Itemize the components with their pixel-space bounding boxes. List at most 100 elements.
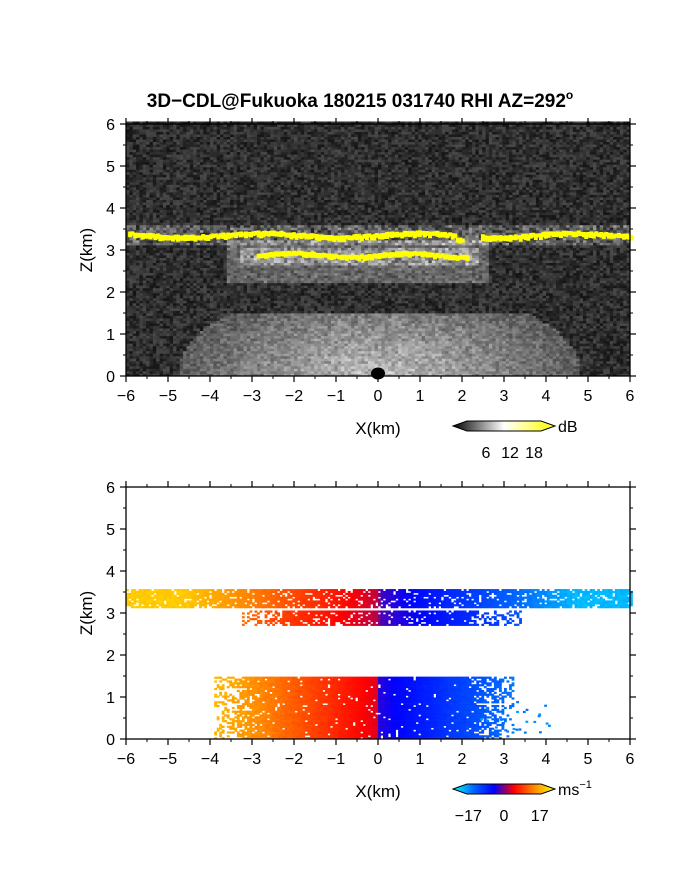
- reflectivity-cell: [283, 149, 288, 153]
- reflectivity-cell: [277, 355, 281, 359]
- reflectivity-cell: [216, 151, 221, 155]
- reflectivity-cell: [156, 209, 160, 213]
- reflectivity-cell: [146, 370, 150, 374]
- reflectivity-cell: [162, 338, 167, 342]
- reflectivity-cell: [230, 318, 234, 321]
- reflectivity-cell: [253, 204, 258, 208]
- reflectivity-cell: [206, 204, 211, 208]
- reflectivity-cell: [193, 335, 197, 339]
- reflectivity-cell: [169, 255, 174, 258]
- reflectivity-cell: [263, 348, 268, 352]
- reflectivity-cell: [287, 192, 292, 195]
- reflectivity-cell: [280, 224, 285, 228]
- reflectivity-cell: [253, 184, 258, 188]
- reflectivity-cell: [233, 166, 238, 170]
- reflectivity-cell: [136, 224, 140, 228]
- reflectivity-cell: [156, 252, 160, 256]
- reflectivity-cell: [166, 335, 171, 339]
- reflectivity-cell: [203, 340, 208, 344]
- reflectivity-cell: [149, 207, 154, 211]
- reflectivity-cell: [193, 358, 197, 362]
- reflectivity-cell: [166, 330, 171, 334]
- reflectivity-cell: [223, 313, 228, 316]
- reflectivity-cell: [290, 300, 295, 304]
- reflectivity-cell: [226, 239, 231, 243]
- reflectivity-cell: [240, 219, 244, 223]
- reflectivity-cell: [173, 181, 177, 185]
- reflectivity-cell: [159, 300, 164, 304]
- reflectivity-cell: [149, 204, 154, 208]
- reflectivity-cell: [186, 330, 191, 334]
- reflectivity-cell: [189, 204, 194, 208]
- reflectivity-cell: [267, 224, 271, 228]
- reflectivity-cell: [146, 197, 150, 200]
- reflectivity-cell: [273, 270, 278, 274]
- reflectivity-cell: [146, 307, 150, 311]
- reflectivity-cell: [270, 363, 275, 367]
- reflectivity-cell: [243, 121, 248, 125]
- reflectivity-cell: [203, 141, 208, 145]
- reflectivity-cell: [253, 129, 258, 132]
- reflectivity-cell: [142, 131, 147, 135]
- reflectivity-cell: [223, 229, 228, 233]
- reflectivity-cell: [257, 297, 261, 301]
- reflectivity-cell: [283, 146, 288, 150]
- reflectivity-cell: [203, 154, 208, 158]
- reflectivity-cell: [233, 139, 238, 143]
- reflectivity-cell: [162, 270, 167, 274]
- reflectivity-cell: [287, 202, 292, 206]
- reflectivity-cell: [169, 320, 174, 324]
- reflectivity-cell: [193, 310, 197, 314]
- reflectivity-cell: [152, 360, 157, 364]
- reflectivity-cell: [233, 270, 238, 274]
- reflectivity-cell: [196, 156, 201, 160]
- reflectivity-cell: [216, 318, 221, 321]
- reflectivity-cell: [186, 257, 191, 261]
- reflectivity-cell: [246, 237, 251, 241]
- reflectivity-cell: [166, 187, 171, 190]
- reflectivity-cell: [233, 360, 238, 364]
- reflectivity-cell: [213, 340, 218, 344]
- reflectivity-cell: [162, 368, 167, 372]
- reflectivity-cell: [243, 247, 248, 251]
- reflectivity-cell: [149, 146, 154, 150]
- reflectivity-cell: [236, 136, 241, 140]
- reflectivity-cell: [149, 161, 154, 165]
- reflectivity-cell: [199, 219, 204, 223]
- reflectivity-cell: [136, 373, 140, 377]
- reflectivity-cell: [156, 350, 160, 354]
- reflectivity-cell: [139, 149, 144, 153]
- reflectivity-cell: [199, 295, 204, 299]
- reflectivity-cell: [223, 227, 228, 231]
- reflectivity-cell: [173, 129, 177, 132]
- reflectivity-cell: [223, 275, 228, 279]
- reflectivity-cell: [176, 217, 181, 221]
- reflectivity-cell: [253, 328, 258, 332]
- reflectivity-cell: [290, 348, 295, 352]
- reflectivity-cell: [243, 287, 248, 291]
- reflectivity-cell: [159, 159, 164, 163]
- reflectivity-cell: [196, 265, 201, 269]
- reflectivity-cell: [280, 222, 285, 226]
- reflectivity-cell: [236, 363, 241, 367]
- reflectivity-cell: [230, 262, 234, 266]
- reflectivity-cell: [216, 295, 221, 299]
- reflectivity-cell: [213, 305, 218, 309]
- reflectivity-cell: [193, 176, 197, 180]
- reflectivity-cell: [152, 121, 157, 125]
- reflectivity-cell: [283, 144, 288, 148]
- reflectivity-cell: [226, 151, 231, 155]
- reflectivity-cell: [250, 129, 255, 132]
- reflectivity-cell: [270, 272, 275, 276]
- reflectivity-cell: [203, 368, 208, 372]
- reflectivity-cell: [129, 189, 134, 193]
- reflectivity-cell: [183, 270, 187, 274]
- reflectivity-cell: [226, 224, 231, 228]
- reflectivity-cell: [166, 217, 171, 221]
- reflectivity-cell: [136, 277, 140, 281]
- reflectivity-cell: [159, 171, 164, 175]
- reflectivity-cell: [179, 313, 184, 316]
- reflectivity-cell: [213, 192, 218, 195]
- reflectivity-cell: [136, 275, 140, 279]
- reflectivity-cell: [267, 277, 271, 281]
